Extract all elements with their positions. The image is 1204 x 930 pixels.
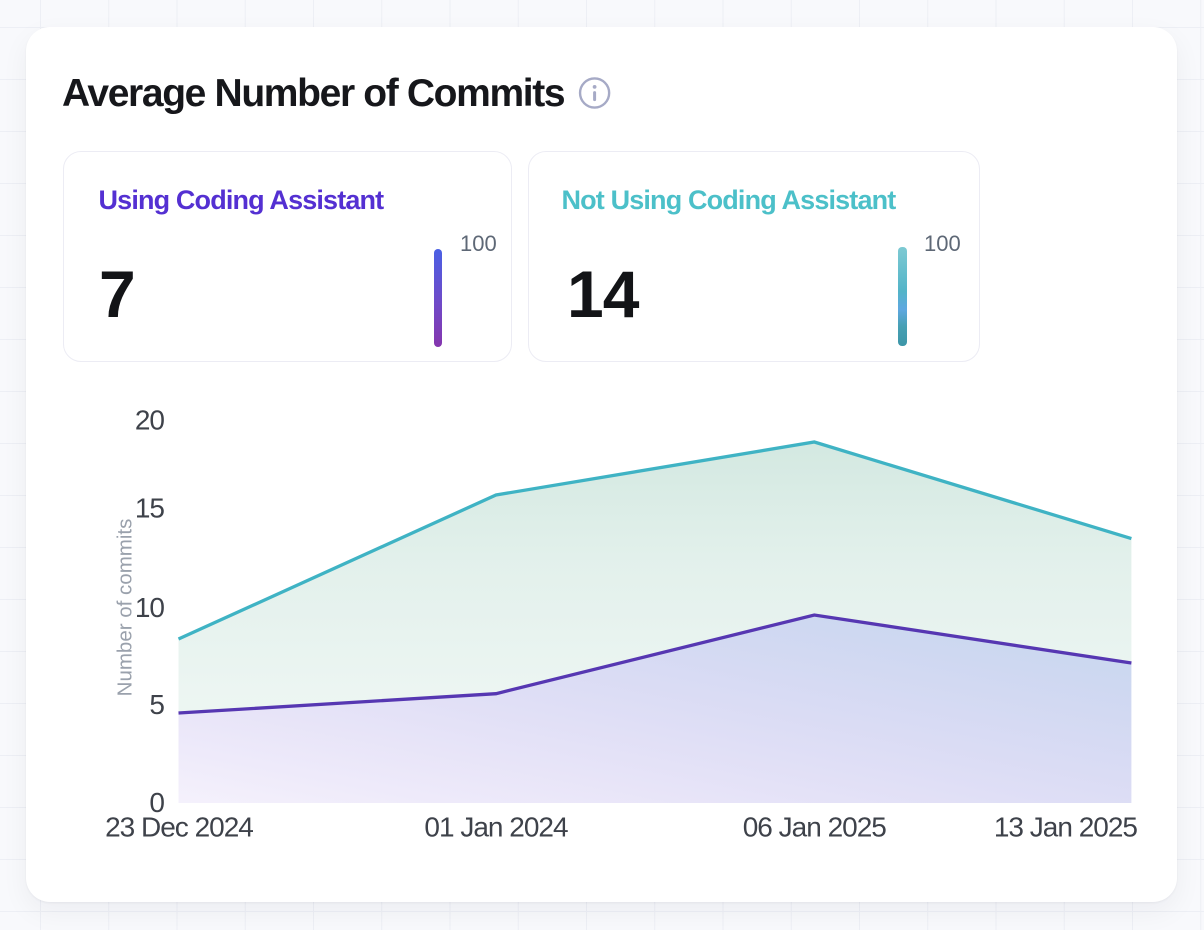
svg-text:15: 15 <box>135 493 165 524</box>
svg-text:5: 5 <box>149 689 164 720</box>
svg-text:13 Jan 2025: 13 Jan 2025 <box>994 812 1138 843</box>
svg-text:01 Jan 2024: 01 Jan 2024 <box>424 812 568 843</box>
svg-text:20: 20 <box>135 404 165 435</box>
svg-text:06 Jan 2025: 06 Jan 2025 <box>743 812 887 843</box>
svg-text:23 Dec 2024: 23 Dec 2024 <box>105 812 253 843</box>
svg-text:Number of commits: Number of commits <box>114 519 137 697</box>
svg-text:0: 0 <box>149 787 164 818</box>
svg-text:10: 10 <box>135 592 165 623</box>
